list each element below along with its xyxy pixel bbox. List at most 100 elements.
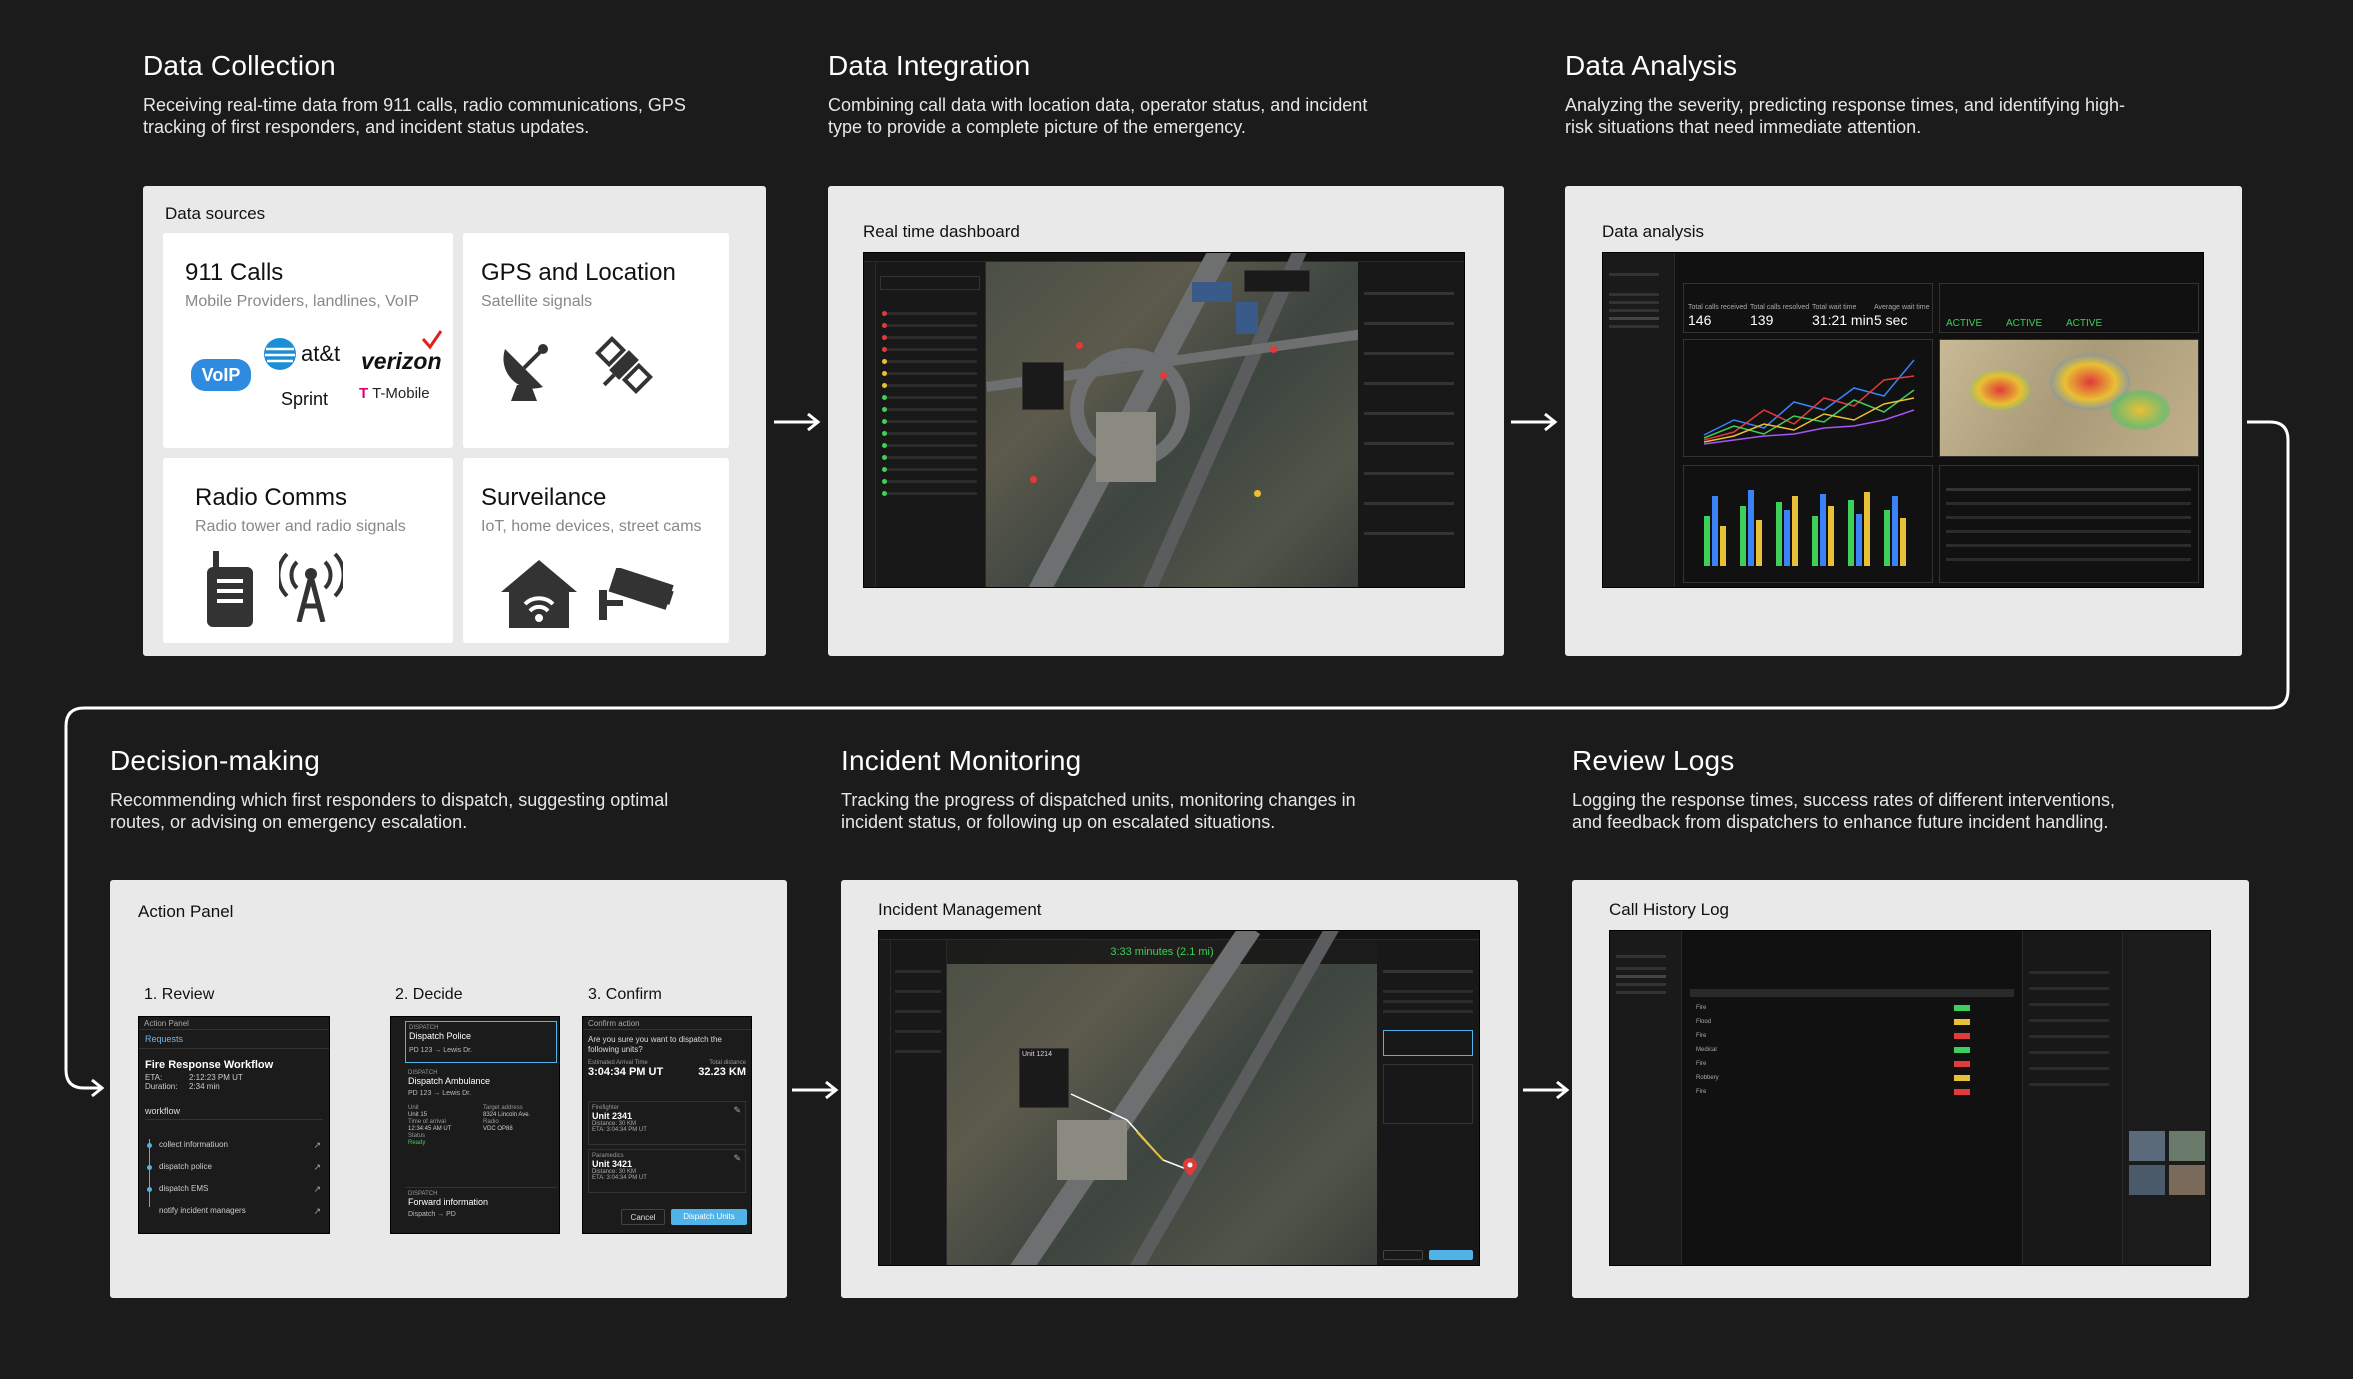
step-data-integration: Data Integration Combining call data wit… [828, 50, 1388, 138]
card-title: Dispatch Police [409, 1031, 472, 1041]
heatmap-map [1939, 339, 2199, 457]
unit-eta: ETA: 3:04:34 PM UT [592, 1127, 647, 1133]
call-type: Fire [1696, 1089, 1707, 1095]
types-of-calls-chart [1683, 465, 1933, 583]
satellite-dish-icon [497, 333, 559, 408]
unit-popup: Unit 1214 [1019, 1048, 1069, 1108]
kpi-card-group: Total calls received 146 Total calls res… [1683, 283, 1933, 333]
route-line [1070, 1093, 1190, 1171]
realtime-dashboard-panel: Real time dashboard [828, 186, 1504, 656]
duration-row: Duration: 2:34 min [139, 1082, 329, 1091]
att-wordmark: at&t [301, 341, 341, 366]
edit-icon[interactable]: ✎ [733, 1153, 741, 1163]
step-decision-making: Decision-making Recommending which first… [110, 745, 670, 833]
workflow-item[interactable]: collect informatiuon [159, 1140, 228, 1149]
tile-title: 911 Calls [185, 259, 284, 286]
satellite-map [986, 253, 1364, 587]
eta-value: 3:04:34 PM UT [588, 1066, 664, 1078]
kpi-value: 31:21 min [1812, 312, 1874, 328]
dispatcher-list [1939, 465, 2199, 583]
incident-marker[interactable] [1254, 490, 1261, 497]
card-kicker: DISPATCH [409, 1025, 439, 1031]
step-title: Data Analysis [1565, 50, 1738, 81]
dispatch-ambulance-card[interactable]: DISPATCH Dispatch Ambulance PD 123 → Lew… [405, 1067, 557, 1181]
kpi-label: Average wait time [1874, 304, 1930, 311]
panel-title: Data sources [165, 204, 266, 223]
step-title: Review Logs [1572, 745, 1735, 776]
alert-toast [1244, 270, 1310, 292]
eta-label: ETA: [145, 1073, 163, 1082]
tab-requests[interactable]: Requests [139, 1030, 329, 1049]
external-link-icon[interactable]: ↗ [313, 1140, 321, 1150]
field-value: 12:34:45 AM UT [408, 1126, 452, 1132]
step-description: Tracking the progress of dispatched unit… [841, 790, 1356, 832]
card-title: Forward information [408, 1197, 489, 1207]
unit-card: Firefighter Unit 2341 Distance: 30 KM ET… [588, 1101, 746, 1145]
card-header: Action Panel [139, 1017, 329, 1030]
voip-logo: VoIP [191, 359, 251, 391]
field-value: VDC OP88 [483, 1126, 513, 1132]
incident-marker[interactable] [1030, 476, 1037, 483]
kpi-value: 5 sec [1874, 312, 1908, 328]
external-link-icon[interactable]: ↗ [313, 1162, 321, 1172]
status-badge: ACTIVE [2006, 318, 2043, 329]
tile-radio-comms: Radio Comms Radio tower and radio signal… [163, 458, 453, 643]
unit-eta: ETA: 3:04:34 PM UT [592, 1175, 647, 1181]
external-link-icon[interactable]: ↗ [313, 1206, 321, 1216]
tmobile-wordmark: T-Mobile [372, 385, 430, 402]
incident-list [876, 262, 986, 587]
security-camera-icon [597, 566, 677, 631]
card-header: Confirm action [583, 1017, 751, 1030]
from-unit: PD 123 [409, 1047, 433, 1054]
workflow-item[interactable]: dispatch police [159, 1162, 212, 1171]
bar-chart [1704, 490, 1906, 566]
workflow-item[interactable]: dispatch EMS [159, 1184, 209, 1193]
workflow-side-panel [1377, 940, 1479, 1265]
workflow-title: Fire Response Workflow [145, 1059, 274, 1071]
step-incident-monitoring: Incident Monitoring Tracking the progres… [841, 745, 1401, 833]
tile-title: Surveilance [481, 484, 607, 511]
step-data-collection: Data Collection Receiving real-time data… [143, 50, 703, 138]
forward-info-card[interactable]: DISPATCH Forward information Dispatch → … [405, 1187, 557, 1227]
arrow-right-icon [772, 412, 822, 432]
incident-popup [1022, 362, 1064, 410]
external-link-icon[interactable]: ↗ [313, 1184, 321, 1194]
status-value: Ready [408, 1140, 426, 1146]
eta-label: Estimated Arrival Time [588, 1060, 648, 1066]
step-title: Data Integration [828, 50, 1031, 81]
communicator-status: ACTIVE ACTIVE ACTIVE [1939, 283, 2199, 333]
field-value: 8324 Lincoln Ave. [483, 1112, 531, 1118]
workflow-section[interactable]: workflow [145, 1103, 323, 1120]
location-pin-icon[interactable] [1183, 1158, 1197, 1181]
action-panel: Action Panel 1. Review Action Panel Requ… [110, 880, 787, 1298]
call-history-screenshot: Fire Flood Fire Medical Fire Robbery Fir… [1609, 930, 2211, 1266]
incident-screenshot: 3:33 minutes (2.1 mi) Unit 1214 [878, 930, 1480, 1266]
cancel-button[interactable]: Cancel [621, 1209, 665, 1225]
incident-marker[interactable] [1160, 372, 1167, 379]
incident-marker[interactable] [1076, 342, 1083, 349]
satellite-icon [589, 329, 659, 406]
call-history-panel: Call History Log Fire Flood Fire Medical… [1572, 880, 2249, 1298]
kpi-label: Total calls resolved [1750, 304, 1810, 311]
duration-value: 2:34 min [189, 1082, 220, 1091]
distance-label: Total distance [709, 1060, 746, 1066]
stage-label: 3. Confirm [588, 986, 662, 1003]
incident-management-panel: Incident Management 3:33 minutes (2.1 mi… [841, 880, 1518, 1298]
stage-label: 2. Decide [395, 986, 463, 1003]
unit-distance: Distance: 30 KM [592, 1169, 637, 1175]
dispatch-police-card[interactable]: DISPATCH Dispatch Police PD 123 → Lewis … [405, 1021, 557, 1063]
tile-911-calls: 911 Calls Mobile Providers, landlines, V… [163, 233, 453, 448]
step-description: Combining call data with location data, … [828, 95, 1368, 137]
workflow-item[interactable]: notify incident managers [159, 1206, 246, 1215]
unit-name: Unit 1214 [1022, 1051, 1052, 1058]
incident-marker[interactable] [1270, 346, 1277, 353]
satellite-map: 3:33 minutes (2.1 mi) Unit 1214 [947, 931, 1377, 1265]
step-data-analysis: Data Analysis Analyzing the severity, pr… [1565, 50, 2125, 138]
verizon-check-icon [421, 329, 443, 356]
edit-icon[interactable]: ✎ [733, 1105, 741, 1115]
dispatch-units-button[interactable]: Dispatch Units [671, 1209, 747, 1225]
arrow-right-icon [1521, 1080, 1571, 1100]
unit-card: Paramedics Unit 3421 Distance: 30 KM ETA… [588, 1149, 746, 1193]
step-title: Incident Monitoring [841, 745, 1082, 776]
call-type: Flood [1696, 1019, 1712, 1025]
